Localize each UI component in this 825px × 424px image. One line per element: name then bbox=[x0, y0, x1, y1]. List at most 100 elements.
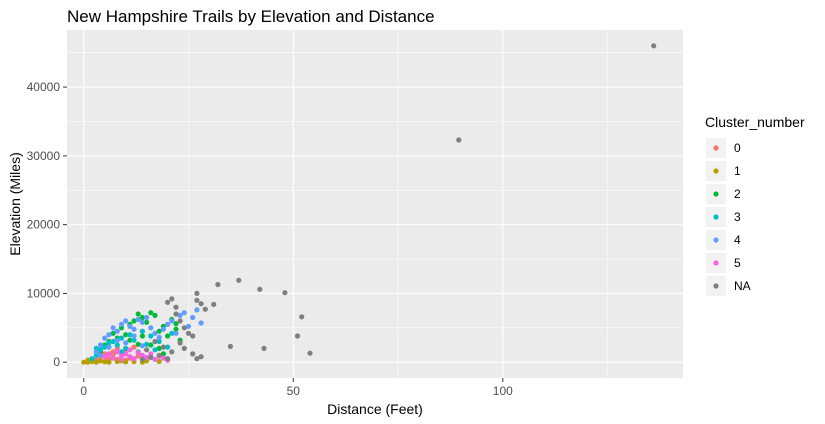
legend-label: 1 bbox=[734, 164, 741, 178]
data-point-cluster-5 bbox=[160, 355, 166, 361]
data-point-cluster-na bbox=[282, 290, 288, 296]
plot-panel bbox=[67, 30, 683, 378]
data-point-cluster-4 bbox=[127, 323, 133, 329]
data-point-cluster-2 bbox=[173, 326, 179, 332]
data-point-cluster-na bbox=[215, 281, 221, 288]
data-point-cluster-3 bbox=[156, 338, 162, 345]
data-point-cluster-4 bbox=[181, 310, 187, 316]
data-point-cluster-4 bbox=[118, 321, 125, 327]
legend-label: NA bbox=[734, 279, 751, 293]
data-point-cluster-na bbox=[181, 345, 187, 351]
y-axis-label: Elevation (Miles) bbox=[7, 152, 23, 255]
data-point-cluster-5 bbox=[139, 352, 145, 358]
data-point-cluster-4 bbox=[185, 323, 192, 329]
data-point-cluster-4 bbox=[144, 314, 150, 321]
legend-swatch bbox=[713, 168, 719, 174]
data-point-cluster-3 bbox=[89, 356, 95, 362]
data-point-cluster-3 bbox=[118, 349, 125, 355]
data-point-cluster-0 bbox=[131, 344, 137, 350]
legend-label: 3 bbox=[734, 210, 741, 224]
data-point-cluster-na bbox=[257, 286, 263, 292]
data-point-cluster-5 bbox=[131, 356, 137, 362]
data-point-cluster-4 bbox=[114, 328, 120, 334]
data-point-cluster-3 bbox=[123, 345, 129, 351]
data-point-cluster-na bbox=[160, 344, 166, 350]
legend-title: Cluster_number bbox=[705, 114, 805, 130]
data-point-cluster-2 bbox=[123, 332, 129, 338]
chart-title: New Hampshire Trails by Elevation and Di… bbox=[67, 7, 435, 26]
data-point-cluster-5 bbox=[144, 354, 150, 360]
legend-swatch bbox=[713, 214, 719, 220]
data-point-cluster-3 bbox=[127, 332, 133, 338]
data-point-cluster-3 bbox=[152, 347, 158, 353]
data-point-cluster-2 bbox=[148, 310, 154, 316]
data-point-cluster-3 bbox=[169, 330, 175, 336]
data-point-cluster-4 bbox=[152, 330, 158, 336]
data-point-cluster-na bbox=[194, 290, 200, 296]
data-point-cluster-na bbox=[177, 318, 183, 324]
legend-label: 2 bbox=[734, 187, 741, 201]
data-point-cluster-1 bbox=[93, 359, 99, 365]
data-point-cluster-4 bbox=[177, 312, 183, 318]
data-point-cluster-na bbox=[190, 351, 196, 357]
data-point-cluster-1 bbox=[114, 358, 120, 365]
legend-swatch bbox=[713, 260, 719, 266]
data-point-cluster-na bbox=[185, 330, 192, 336]
data-point-cluster-2 bbox=[144, 319, 150, 325]
data-point-cluster-1 bbox=[97, 358, 104, 364]
data-point-cluster-na bbox=[173, 304, 179, 310]
data-point-cluster-4 bbox=[93, 349, 99, 355]
data-point-cluster-na bbox=[165, 299, 171, 305]
y-tick-label: 10000 bbox=[27, 286, 61, 300]
y-axis-ticks: 0 10000 20000 30000 40000 bbox=[27, 80, 67, 369]
data-point-cluster-3 bbox=[118, 335, 125, 341]
data-point-cluster-3 bbox=[131, 337, 137, 343]
data-point-cluster-2 bbox=[131, 318, 137, 324]
data-point-cluster-5 bbox=[118, 356, 125, 362]
data-point-cluster-na bbox=[651, 43, 657, 49]
data-point-cluster-4 bbox=[148, 325, 154, 331]
x-tick-label: 100 bbox=[493, 384, 513, 398]
x-axis-label: Distance (Feet) bbox=[327, 401, 423, 417]
data-point-cluster-2 bbox=[135, 341, 141, 347]
data-point-cluster-4 bbox=[114, 337, 120, 343]
data-point-cluster-5 bbox=[127, 354, 133, 360]
data-point-cluster-5 bbox=[102, 354, 108, 360]
data-point-cluster-3 bbox=[165, 344, 171, 350]
data-points bbox=[81, 43, 657, 365]
data-point-cluster-5 bbox=[114, 349, 120, 355]
data-point-cluster-na bbox=[148, 354, 154, 360]
data-point-cluster-1 bbox=[85, 357, 91, 363]
data-point-cluster-2 bbox=[127, 337, 133, 343]
data-point-cluster-4 bbox=[194, 307, 200, 313]
data-point-cluster-4 bbox=[97, 342, 104, 348]
data-point-cluster-4 bbox=[102, 335, 108, 341]
data-point-cluster-na bbox=[190, 333, 196, 339]
data-point-cluster-na bbox=[194, 356, 200, 362]
data-point-cluster-na bbox=[181, 325, 187, 331]
data-point-cluster-na bbox=[236, 277, 242, 283]
data-point-cluster-3 bbox=[139, 328, 145, 334]
legend-label: 4 bbox=[734, 233, 741, 247]
x-tick-label: 0 bbox=[80, 384, 87, 398]
data-point-cluster-na bbox=[456, 137, 462, 143]
data-point-cluster-2 bbox=[160, 351, 166, 357]
data-point-cluster-4 bbox=[123, 318, 129, 324]
data-point-cluster-4 bbox=[190, 314, 196, 321]
data-point-cluster-na bbox=[227, 343, 233, 349]
legend-label: 5 bbox=[734, 256, 741, 270]
data-point-cluster-1 bbox=[106, 359, 112, 365]
data-point-cluster-4 bbox=[156, 334, 162, 340]
data-point-cluster-3 bbox=[97, 347, 104, 353]
legend: Cluster_number 0 1 2 3 4 5 NA bbox=[705, 114, 805, 296]
y-tick-label: 30000 bbox=[27, 149, 61, 163]
data-point-cluster-na bbox=[144, 347, 150, 353]
data-point-cluster-2 bbox=[135, 311, 141, 317]
data-point-cluster-na bbox=[156, 352, 162, 358]
data-point-cluster-na bbox=[177, 340, 183, 346]
grid-lines bbox=[67, 30, 683, 378]
data-point-cluster-2 bbox=[165, 333, 171, 339]
data-point-cluster-4 bbox=[131, 326, 137, 332]
data-point-cluster-na bbox=[194, 297, 200, 303]
